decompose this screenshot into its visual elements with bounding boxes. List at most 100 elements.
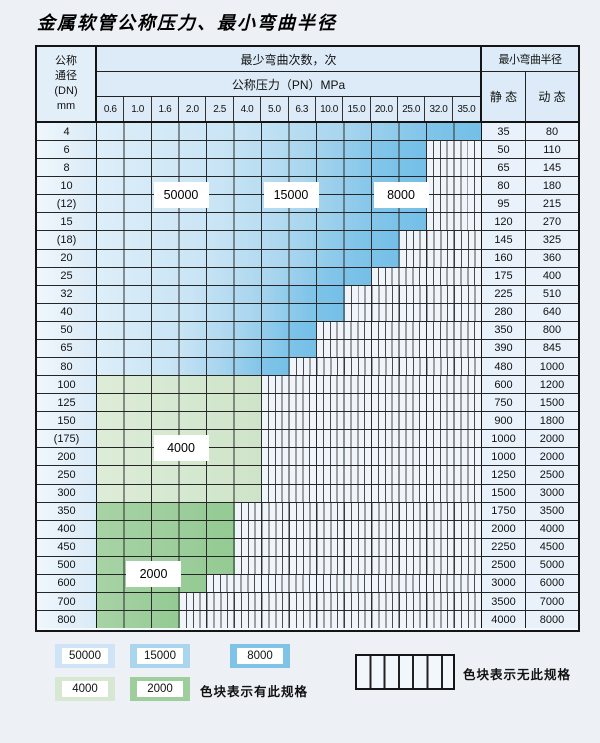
pressure-cells [97, 177, 482, 195]
table-row: 4 35 80 [37, 123, 578, 142]
table-row: 40 280 640 [37, 303, 578, 322]
pressure-tick: 1.6 [152, 97, 180, 121]
legend-swatch: 8000 [230, 644, 290, 668]
legend-no-spec-text: 色块表示无此规格 [463, 668, 572, 682]
dynamic-value-cell: 400 [526, 267, 578, 285]
dn-cell: 450 [37, 538, 97, 556]
legend-swatch-label: 2000 [137, 681, 183, 697]
dynamic-value-cell: 8000 [526, 611, 578, 629]
static-value-cell: 1000 [482, 430, 526, 448]
pressure-cells [97, 339, 482, 358]
dn-cell: 200 [37, 448, 97, 466]
table-row: 250 1250 2500 [37, 466, 578, 485]
static-value-cell: 225 [482, 285, 526, 303]
static-value-cell: 50 [482, 141, 526, 159]
dynamic-value-cell: 1500 [526, 394, 578, 412]
dn-header: 公称 通径 (DN) mm [37, 47, 97, 121]
legend-swatch: 15000 [130, 644, 190, 668]
pressure-tick: 2.5 [206, 97, 234, 121]
dynamic-value-cell: 145 [526, 159, 578, 177]
cell-gridlines [97, 213, 481, 231]
cell-gridlines [97, 574, 481, 593]
dn-header-line: (DN) [54, 85, 78, 97]
table-row: 10 80 180 [37, 177, 578, 196]
pressure-tick: 1.0 [124, 97, 152, 121]
dynamic-value-cell: 6000 [526, 574, 578, 593]
dynamic-value-cell: 1000 [526, 358, 578, 376]
dn-cell: 350 [37, 502, 97, 520]
static-value-cell: 120 [482, 213, 526, 231]
legend-swatch: 2000 [130, 677, 190, 701]
static-value-cell: 1000 [482, 448, 526, 466]
radius-header: 最小弯曲半径 [482, 47, 578, 72]
static-value-cell: 1750 [482, 502, 526, 520]
spec-table: 公称 通径 (DN) mm 最少弯曲次数，次 公称压力（PN）MPa 0.6 1.… [35, 45, 580, 632]
legend-swatch-label: 8000 [237, 648, 283, 664]
dn-cell: 800 [37, 611, 97, 629]
table-row: 500 2500 5000 [37, 556, 578, 575]
cell-gridlines [97, 195, 481, 213]
static-value-cell: 1250 [482, 466, 526, 484]
pressure-header: 公称压力（PN）MPa [97, 72, 480, 97]
pressure-tick: 0.6 [97, 97, 125, 121]
dn-cell: 6 [37, 141, 97, 159]
dn-header-line: 通径 [55, 70, 77, 83]
pressure-tick: 10.0 [316, 97, 344, 121]
pressure-cells [97, 611, 482, 629]
table-row: 100 600 1200 [37, 376, 578, 395]
static-value-cell: 160 [482, 249, 526, 267]
static-value-cell: 280 [482, 303, 526, 321]
dn-cell: 150 [37, 412, 97, 430]
table-row: 6 50 110 [37, 141, 578, 160]
dynamic-value-cell: 110 [526, 141, 578, 159]
cell-gridlines [97, 321, 481, 339]
pressure-ticks: 0.6 1.0 1.6 2.0 2.5 4.0 5.0 6.3 10.0 15.0 20.0 25.0… [97, 97, 480, 121]
table-row: 25 175 400 [37, 267, 578, 286]
pressure-cells [97, 448, 482, 466]
dn-cell: 10 [37, 177, 97, 195]
dn-cell: (12) [37, 195, 97, 213]
pressure-cells [97, 213, 482, 231]
dynamic-value-cell: 80 [526, 123, 578, 141]
table-row: 80 480 1000 [37, 358, 578, 377]
pressure-cells [97, 321, 482, 339]
pressure-cells [97, 520, 482, 538]
pressure-cells [97, 556, 482, 574]
dn-cell: 50 [37, 321, 97, 339]
dynamic-value-cell: 1800 [526, 412, 578, 430]
pressure-cells [97, 502, 482, 520]
static-value-cell: 80 [482, 177, 526, 195]
cell-gridlines [97, 339, 481, 358]
table-row: 15 120 270 [37, 213, 578, 232]
cell-gridlines [97, 358, 481, 376]
table-row: 20 160 360 [37, 249, 578, 268]
legend: 50000 15000 8000 4000 2000 色块表示有此规格 色块表示无此规格 [0, 632, 600, 722]
dn-cell: 65 [37, 339, 97, 358]
pressure-cells [97, 412, 482, 430]
pressure-cells [97, 141, 482, 159]
pressure-cells [97, 376, 482, 394]
table-row: 200 1000 2000 [37, 448, 578, 467]
legend-swatch: 50000 [55, 644, 115, 668]
table-row: (18) 145 325 [37, 231, 578, 250]
pressure-tick: 6.3 [289, 97, 316, 121]
table-row: 350 1750 3500 [37, 502, 578, 521]
dynamic-value-cell: 4000 [526, 520, 578, 538]
static-value-cell: 350 [482, 321, 526, 339]
cell-gridlines [97, 412, 481, 430]
dn-cell: 300 [37, 484, 97, 502]
dynamic-value-cell: 4500 [526, 538, 578, 556]
table-body: 50000 15000 8000 4000 2000 4 35 80 6 50 110 8 65 145… [37, 123, 578, 629]
static-value-cell: 3500 [482, 593, 526, 611]
legend-hatch-swatch [355, 654, 455, 690]
table-row: 800 4000 8000 [37, 611, 578, 629]
cell-gridlines [97, 177, 481, 195]
legend-swatch: 4000 [55, 677, 115, 701]
dn-cell: 4 [37, 123, 97, 141]
dn-cell: 25 [37, 267, 97, 285]
dynamic-value-cell: 2500 [526, 466, 578, 484]
dn-cell: 15 [37, 213, 97, 231]
cell-gridlines [97, 448, 481, 466]
table-row: 150 900 1800 [37, 412, 578, 431]
pressure-cells [97, 394, 482, 412]
